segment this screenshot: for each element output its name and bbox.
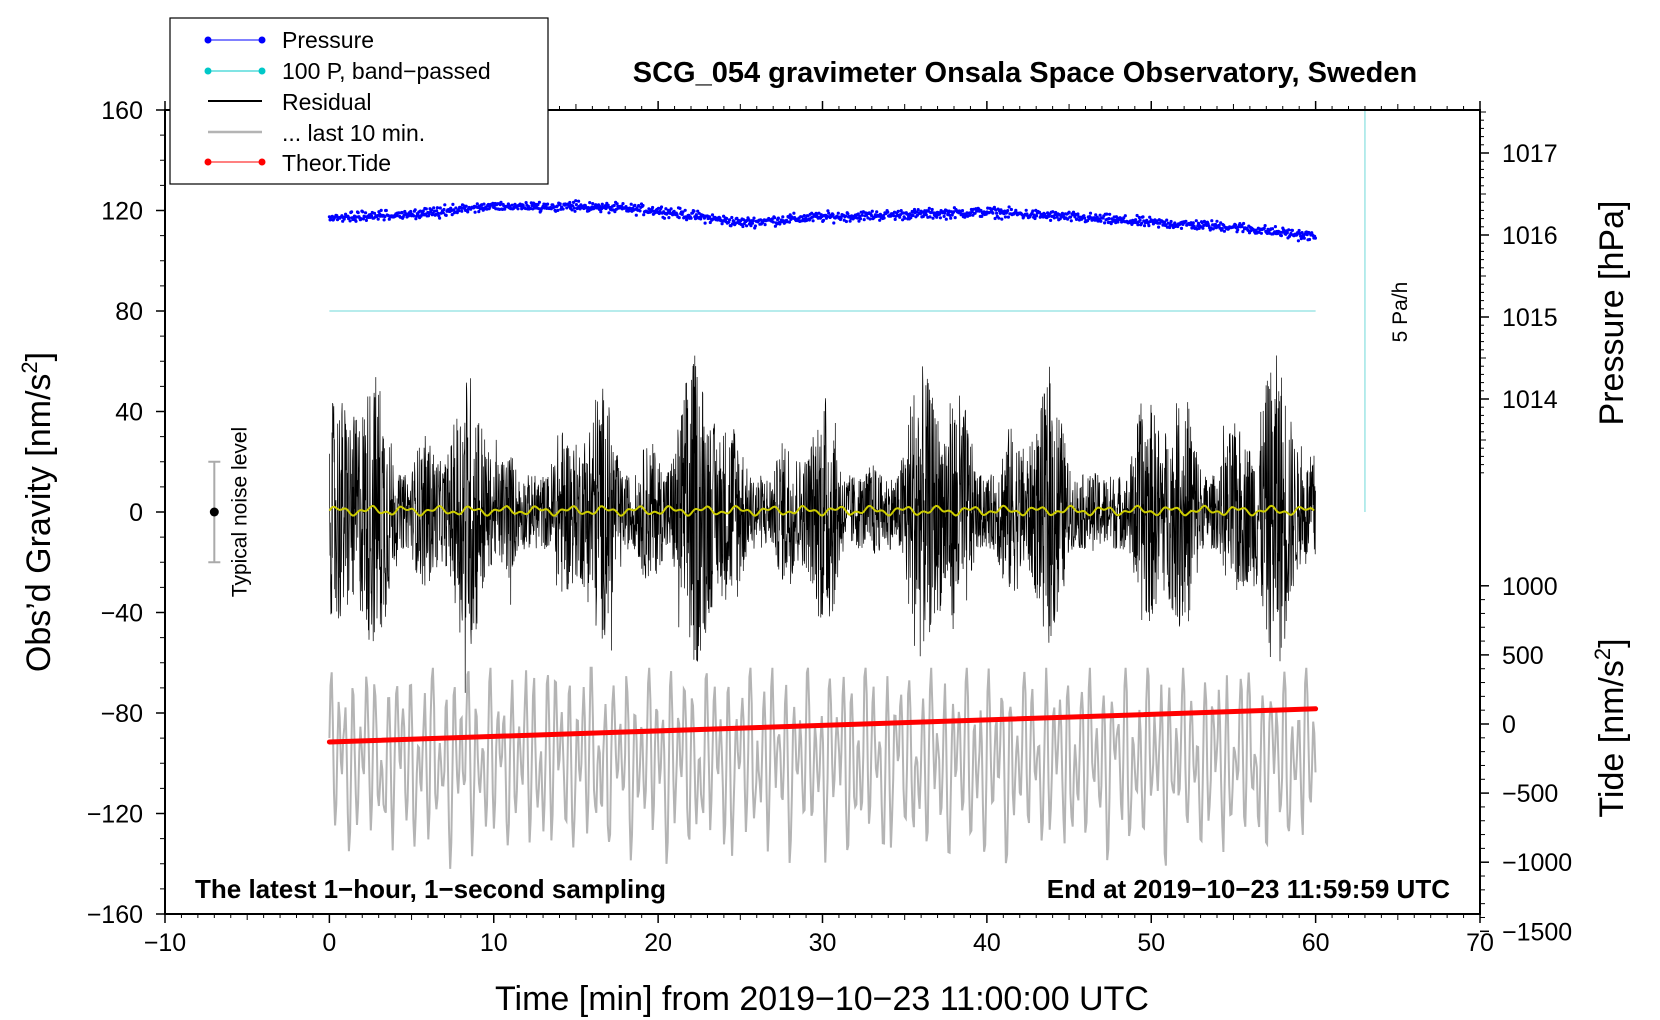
x-tick-label: 20 [644, 929, 672, 957]
x-tick-label: 30 [809, 929, 837, 957]
legend-residual-label: Residual [282, 89, 372, 115]
legend-bandpass-marker [204, 67, 212, 75]
legend-pressure-marker-end [258, 36, 266, 44]
y-tick-label-left: 120 [101, 198, 143, 226]
noise-level-label: Typical noise level [228, 427, 251, 597]
x-tick-label: 60 [1302, 929, 1330, 957]
tide-tick-label: −500 [1502, 780, 1558, 808]
data-layer [326, 110, 1366, 869]
chart-title: SCG_054 gravimeter Onsala Space Observat… [633, 57, 1417, 89]
scale-bar-label: 5 Pa/h [1389, 282, 1412, 343]
pressure-tick-label: 1016 [1502, 222, 1558, 250]
x-tick-label: 40 [973, 929, 1001, 957]
pressure-tick-label: 1015 [1502, 304, 1558, 332]
residual-smoothed-series [328, 504, 1315, 517]
y-tick-label-left: −120 [87, 801, 143, 829]
y-axis-title-tide: Tide [nm/s2] [1590, 638, 1631, 817]
pressure-tick-label: 1017 [1502, 140, 1558, 168]
legend-bandpass-label: 100 P, band−passed [282, 58, 491, 84]
y-tick-label-left: −40 [101, 600, 143, 628]
legend-tide-marker-end [258, 158, 266, 166]
tide-tick-label: 1000 [1502, 573, 1558, 601]
y-axis-title-left: Obs’d Gravity [nm/s2] [17, 352, 58, 672]
y-tick-label-left: −80 [101, 700, 143, 728]
axes-layer: −10 0 10 20 30 40 50 60 70 160 120 80 40 0 −40 −80 −120 −… [87, 97, 1573, 957]
noise-level-indicator: Typical noise level [228, 427, 251, 597]
tide-series [326, 706, 1319, 745]
y-tick-label-left: 0 [129, 499, 143, 527]
pressure-series [327, 199, 1317, 243]
x-tick-label: 10 [480, 929, 508, 957]
annotation-sampling: The latest 1−hour, 1−second sampling [195, 874, 666, 904]
legend-pressure-label: Pressure [282, 27, 374, 53]
noise-bar-center [209, 507, 219, 517]
x-tick-label: 50 [1137, 929, 1165, 957]
y-axis-title-pressure: Pressure [hPa] [1593, 201, 1631, 426]
residual-series [329, 355, 1316, 693]
y-tick-label-left: 160 [101, 97, 143, 125]
x-tick-label: −10 [144, 929, 186, 957]
last-10-min-series [328, 666, 1317, 869]
tide-tick-label: 0 [1502, 711, 1516, 739]
legend-bandpass-marker-end [258, 67, 266, 75]
legend-pressure-marker [204, 36, 212, 44]
x-tick-label: 0 [322, 929, 336, 957]
y-tick-label-left: −160 [87, 901, 143, 929]
legend-last10-label: ... last 10 min. [282, 120, 425, 146]
tide-tick-label: −1500 [1502, 918, 1572, 946]
tide-tick-label: −1000 [1502, 849, 1572, 877]
tide-tick-label: 500 [1502, 642, 1544, 670]
annotation-end-time: End at 2019−10−23 11:59:59 UTC [1047, 874, 1450, 904]
y-tick-label-left: 80 [115, 298, 143, 326]
legend: Pressure 100 P, band−passed Residual ...… [169, 17, 549, 185]
legend-tide-marker [204, 158, 212, 166]
legend-tide-label: Theor.Tide [282, 150, 391, 176]
y-tick-label-left: 40 [115, 399, 143, 427]
pressure-tick-label: 1014 [1502, 386, 1558, 414]
x-axis-title: Time [min] from 2019−10−23 11:00:00 UTC [495, 980, 1149, 1018]
x-tick-label: 70 [1466, 929, 1494, 957]
